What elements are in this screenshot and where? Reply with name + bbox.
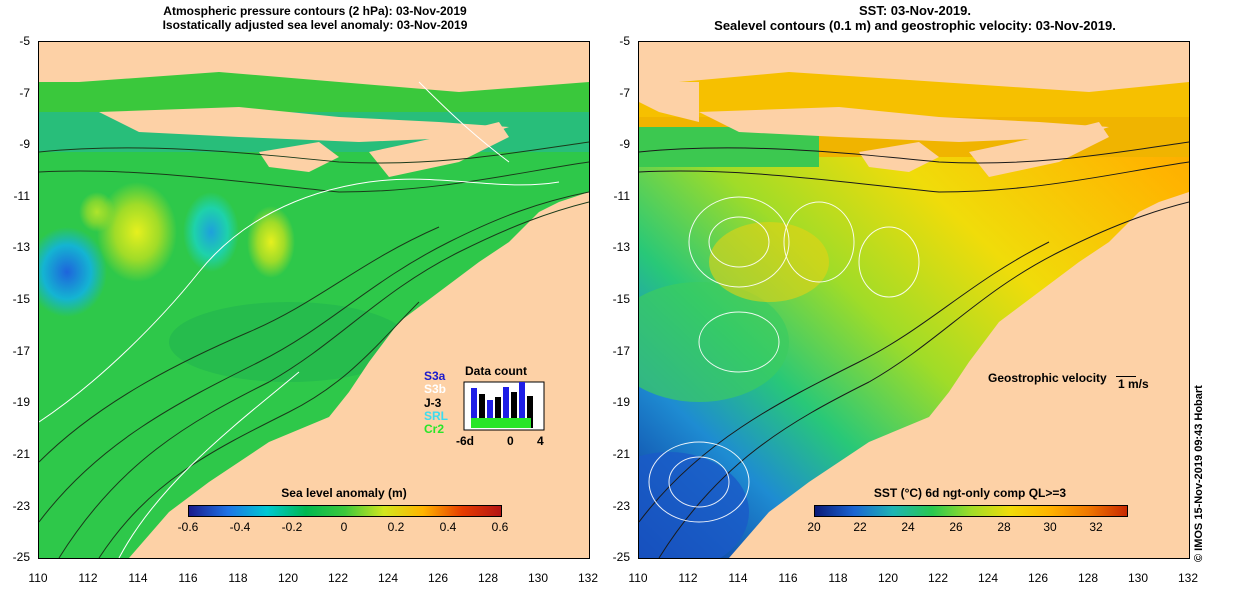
data-count-inset xyxy=(463,381,545,431)
sst-colorbar-label: SST (°C) 6d ngt-only comp QL>=3 xyxy=(873,486,1067,500)
sla-colorbar-label: Sea level anomaly (m) xyxy=(281,486,407,500)
sla-tick: 0 xyxy=(340,520,348,534)
left-y-tick: -9 xyxy=(19,137,30,151)
right-title-line1: SST: 03-Nov-2019. xyxy=(859,3,971,18)
right-x-tick: 122 xyxy=(927,571,949,585)
right-x-tick: 114 xyxy=(728,571,748,585)
left-y-tick: -11 xyxy=(13,189,30,203)
right-y-tick: -23 xyxy=(612,499,630,513)
left-y-tick: -7 xyxy=(19,86,30,100)
data-count-axis-min: -6d xyxy=(456,434,474,448)
right-x-tick: 126 xyxy=(1027,571,1049,585)
sla-tick: 0.6 xyxy=(491,520,509,534)
right-x-tick: 124 xyxy=(977,571,999,585)
left-x-tick: 120 xyxy=(277,571,299,585)
right-y-tick: -5 xyxy=(619,34,630,48)
left-y-tick: -17 xyxy=(12,344,30,358)
left-x-tick: 124 xyxy=(377,571,399,585)
imos-credit: © IMOS 15-Nov-2019 09:43 Hobart xyxy=(1193,385,1205,562)
left-y-tick: -25 xyxy=(12,550,30,564)
sla-tick: 0.4 xyxy=(439,520,457,534)
right-x-tick: 130 xyxy=(1127,571,1149,585)
velocity-scale-label: 1 m/s xyxy=(1118,377,1149,391)
right-y-tick: -19 xyxy=(612,395,630,409)
right-y-tick: -9 xyxy=(619,137,630,151)
right-x-tick: 118 xyxy=(828,571,848,585)
sst-map xyxy=(639,42,1189,558)
sla-tick: -0.6 xyxy=(177,520,199,534)
left-y-tick: -19 xyxy=(12,395,30,409)
left-title-line1: Atmospheric pressure contours (2 hPa): 0… xyxy=(163,4,467,18)
right-title-line2: Sealevel contours (0.1 m) and geostrophi… xyxy=(714,18,1116,33)
sla-tick: 0.2 xyxy=(387,520,405,534)
left-y-tick: -13 xyxy=(12,240,30,254)
data-count-title: Data count xyxy=(465,364,528,378)
sst-tick: 24 xyxy=(901,520,915,534)
left-x-tick: 132 xyxy=(577,571,599,585)
left-x-tick: 114 xyxy=(128,571,148,585)
sat-j3: J-3 xyxy=(424,396,442,410)
left-x-tick: 126 xyxy=(427,571,449,585)
sat-cr2: Cr2 xyxy=(424,422,445,436)
right-x-tick: 110 xyxy=(628,571,648,585)
sla-map xyxy=(39,42,589,558)
sst-tick: 32 xyxy=(1089,520,1103,534)
left-x-tick: 112 xyxy=(78,571,98,585)
right-y-tick: -17 xyxy=(612,344,630,358)
sst-tick: 28 xyxy=(997,520,1011,534)
right-y-tick: -25 xyxy=(612,550,630,564)
right-x-tick: 112 xyxy=(678,571,698,585)
left-x-tick: 122 xyxy=(327,571,349,585)
right-y-tick: -7 xyxy=(619,86,630,100)
left-y-tick: -5 xyxy=(19,34,30,48)
right-x-tick: 120 xyxy=(877,571,899,585)
right-y-tick: -13 xyxy=(612,240,630,254)
data-count-axis-max: 4 xyxy=(537,434,544,448)
left-x-tick: 128 xyxy=(477,571,499,585)
left-x-tick: 118 xyxy=(228,571,248,585)
velocity-legend-label: Geostrophic velocity xyxy=(988,371,1107,385)
sla-tick: -0.4 xyxy=(229,520,251,534)
sla-map-panel xyxy=(38,41,590,559)
right-x-tick: 116 xyxy=(778,571,798,585)
right-y-tick: -11 xyxy=(613,189,630,203)
sst-tick: 26 xyxy=(949,520,963,534)
left-x-tick: 130 xyxy=(527,571,549,585)
left-y-tick: -23 xyxy=(12,499,30,513)
sla-colorbar xyxy=(188,505,502,517)
left-x-tick: 116 xyxy=(178,571,198,585)
sst-tick: 30 xyxy=(1043,520,1057,534)
right-y-tick: -21 xyxy=(612,447,630,461)
left-title-line2: Isostatically adjusted sea level anomaly… xyxy=(162,18,468,32)
right-x-tick: 128 xyxy=(1077,571,1099,585)
left-x-tick: 110 xyxy=(28,571,48,585)
sst-tick: 20 xyxy=(807,520,821,534)
sst-tick: 22 xyxy=(853,520,867,534)
velocity-scale-arrow xyxy=(1116,376,1136,377)
left-y-tick: -15 xyxy=(12,292,30,306)
sat-s3a: S3a xyxy=(424,369,446,383)
sat-s3b: S3b xyxy=(424,382,447,396)
sla-tick: -0.2 xyxy=(281,520,303,534)
right-x-tick: 132 xyxy=(1177,571,1199,585)
left-y-tick: -21 xyxy=(12,447,30,461)
data-count-axis-zero: 0 xyxy=(507,434,514,448)
sst-colorbar xyxy=(814,505,1128,517)
sst-map-panel xyxy=(638,41,1190,559)
sat-srl: SRL xyxy=(424,409,448,423)
right-y-tick: -15 xyxy=(612,292,630,306)
